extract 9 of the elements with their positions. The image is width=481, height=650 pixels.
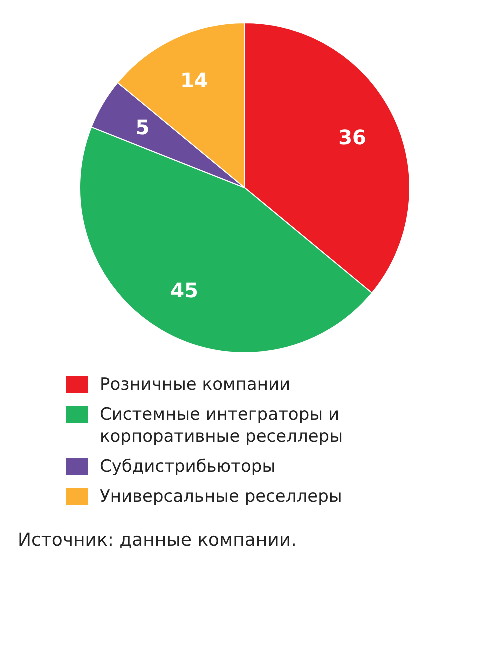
data-label: 5	[136, 116, 150, 140]
text: Источник: данные компании.	[18, 530, 298, 551]
data-label: 14	[180, 68, 208, 93]
data-label: 45	[170, 278, 198, 302]
legend-label: Системные интеграторы и корпоративные реселлеры	[100, 404, 344, 448]
legend-label: Универсальные реселлеры	[100, 486, 342, 508]
legend-label: Розничные компании	[100, 374, 291, 396]
data-label: 36	[338, 125, 366, 150]
legend-label: Субдистрибьюторы	[100, 456, 276, 478]
